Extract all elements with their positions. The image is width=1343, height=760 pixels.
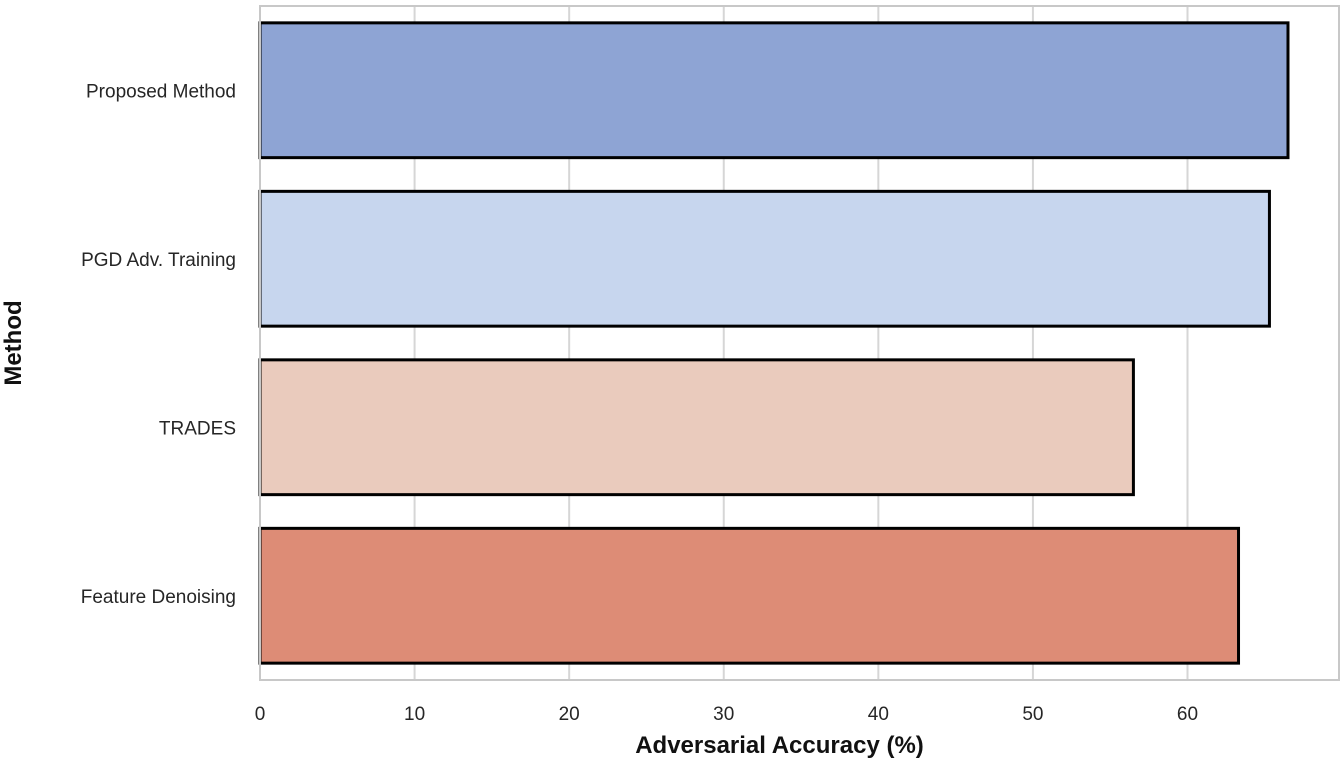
y-tick-label: Feature Denoising xyxy=(81,587,236,608)
x-tick-label: 20 xyxy=(559,704,580,725)
x-tick-label: 0 xyxy=(255,704,266,725)
bar-proposed-method xyxy=(258,21,1290,160)
bar-feature-denoising xyxy=(258,526,1241,665)
bar-pgd-adv-training xyxy=(258,189,1271,328)
x-tick-label: 50 xyxy=(1022,704,1043,725)
bars xyxy=(258,21,1290,665)
plot-frame xyxy=(259,5,1340,681)
y-tick-labels: Proposed Method PGD Adv. Training TRADES Fe… xyxy=(81,81,236,608)
bar-trades xyxy=(258,358,1135,497)
y-tick-label: Proposed Method xyxy=(86,81,236,102)
x-tick-label: 10 xyxy=(404,704,425,725)
y-tick-label: PGD Adv. Training xyxy=(81,250,236,271)
x-tick-label: 40 xyxy=(868,704,889,725)
y-axis-title: Method xyxy=(0,300,27,385)
y-tick-label: TRADES xyxy=(159,418,236,439)
x-tick-label: 60 xyxy=(1177,704,1198,725)
x-axis-title: Adversarial Accuracy (%) xyxy=(635,732,924,759)
x-tick-labels: 0 10 20 30 40 50 60 xyxy=(255,704,1198,725)
x-tick-label: 30 xyxy=(713,704,734,725)
